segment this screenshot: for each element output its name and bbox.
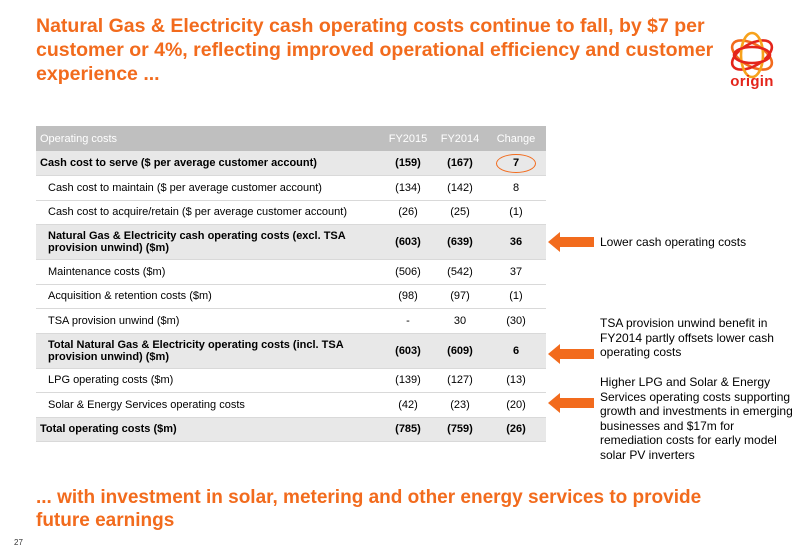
fy2015-value: (603) bbox=[395, 236, 421, 248]
change-value: 8 bbox=[512, 181, 520, 194]
change-value: 6 bbox=[512, 344, 520, 357]
footer-title: ... with investment in solar, metering a… bbox=[36, 487, 702, 531]
header-operating-costs: Operating costs bbox=[36, 126, 382, 151]
table-row: Total Natural Gas & Electricity operatin… bbox=[36, 333, 546, 368]
fy2015-value: (603) bbox=[395, 344, 421, 357]
row-label: Acquisition & retention costs ($m) bbox=[48, 290, 212, 303]
table-row: Acquisition & retention costs ($m) (98) … bbox=[36, 284, 546, 309]
fy2014-value: (142) bbox=[447, 181, 473, 194]
table-row: Cash cost to serve ($ per average custom… bbox=[36, 151, 546, 176]
row-label: Total operating costs ($m) bbox=[40, 423, 177, 436]
fy2014-value: (97) bbox=[450, 290, 470, 303]
table-row: Cash cost to acquire/retain ($ per avera… bbox=[36, 200, 546, 225]
row-label: LPG operating costs ($m) bbox=[48, 374, 174, 387]
change-value: (26) bbox=[506, 423, 526, 436]
change-value: 7 bbox=[496, 153, 536, 173]
arrow-left-icon bbox=[548, 344, 594, 364]
fy2015-value: (42) bbox=[398, 398, 418, 411]
note-lpg-solar: Higher LPG and Solar & Energy Services o… bbox=[600, 375, 793, 462]
change-value: 36 bbox=[509, 236, 523, 248]
fy2014-value: (609) bbox=[447, 344, 473, 357]
row-label: TSA provision unwind ($m) bbox=[48, 314, 180, 327]
table-row: Cash cost to maintain ($ per average cus… bbox=[36, 176, 546, 200]
arrow-left-icon bbox=[548, 232, 594, 252]
table-row: Maintenance costs ($m) (506) (542) 37 bbox=[36, 260, 546, 284]
fy2015-value: (134) bbox=[395, 181, 421, 194]
logo-wordmark: origin bbox=[730, 73, 774, 90]
fy2014-value: (542) bbox=[447, 265, 473, 278]
fy2014-value: (167) bbox=[447, 157, 473, 169]
row-label: Maintenance costs ($m) bbox=[48, 265, 166, 278]
fy2014-value: (25) bbox=[450, 206, 470, 219]
arrow-left-icon bbox=[548, 393, 594, 413]
fy2014-value: (127) bbox=[447, 374, 473, 387]
change-value: (13) bbox=[506, 374, 526, 387]
change-value: (1) bbox=[509, 206, 523, 219]
header-change: Change bbox=[486, 126, 546, 151]
row-label: Cash cost to serve ($ per average custom… bbox=[40, 157, 317, 169]
row-label: Cash cost to maintain ($ per average cus… bbox=[48, 181, 322, 194]
fy2015-value: (785) bbox=[395, 423, 421, 436]
change-value: 37 bbox=[509, 265, 523, 278]
row-label: Natural Gas & Electricity cash operating… bbox=[48, 230, 346, 254]
note-tsa-provision: TSA provision unwind benefit in FY2014 p… bbox=[600, 316, 774, 359]
fy2015-value: - bbox=[406, 314, 410, 327]
table-row: LPG operating costs ($m) (139) (127) (13… bbox=[36, 368, 546, 393]
table-row: Total operating costs ($m) (785) (759) (… bbox=[36, 417, 546, 442]
table-row: TSA provision unwind ($m) - 30 (30) bbox=[36, 309, 546, 333]
change-value: (30) bbox=[506, 314, 526, 327]
note-lower-cash-costs: Lower cash operating costs bbox=[600, 235, 747, 249]
origin-logo bbox=[730, 31, 774, 79]
change-value: (1) bbox=[509, 290, 523, 303]
table-row: Solar & Energy Services operating costs … bbox=[36, 393, 546, 417]
fy2014-value: (759) bbox=[447, 423, 473, 436]
fy2015-value: (98) bbox=[398, 290, 418, 303]
page-number: 27 bbox=[14, 538, 23, 547]
table-header-row: Operating costs FY2015 FY2014 Change bbox=[36, 126, 546, 151]
fy2015-value: (159) bbox=[395, 157, 421, 169]
fy2015-value: (506) bbox=[395, 265, 421, 278]
fy2015-value: (139) bbox=[395, 374, 421, 387]
fy2014-value: 30 bbox=[453, 314, 467, 327]
fy2015-value: (26) bbox=[398, 206, 418, 219]
row-label: Total Natural Gas & Electricity operatin… bbox=[48, 338, 344, 363]
change-value: (20) bbox=[506, 398, 526, 411]
fy2014-value: (23) bbox=[450, 398, 470, 411]
change-value-circled: 7 bbox=[486, 151, 546, 176]
operating-costs-table: Operating costs FY2015 FY2014 Change Cas… bbox=[36, 126, 546, 442]
header-fy2014: FY2014 bbox=[434, 126, 486, 151]
header-fy2015: FY2015 bbox=[382, 126, 434, 151]
table-row: Natural Gas & Electricity cash operating… bbox=[36, 224, 546, 260]
row-label: Solar & Energy Services operating costs bbox=[48, 398, 245, 411]
slide-title: Natural Gas & Electricity cash operating… bbox=[36, 15, 714, 85]
fy2014-value: (639) bbox=[447, 236, 473, 248]
row-label: Cash cost to acquire/retain ($ per avera… bbox=[48, 206, 347, 219]
